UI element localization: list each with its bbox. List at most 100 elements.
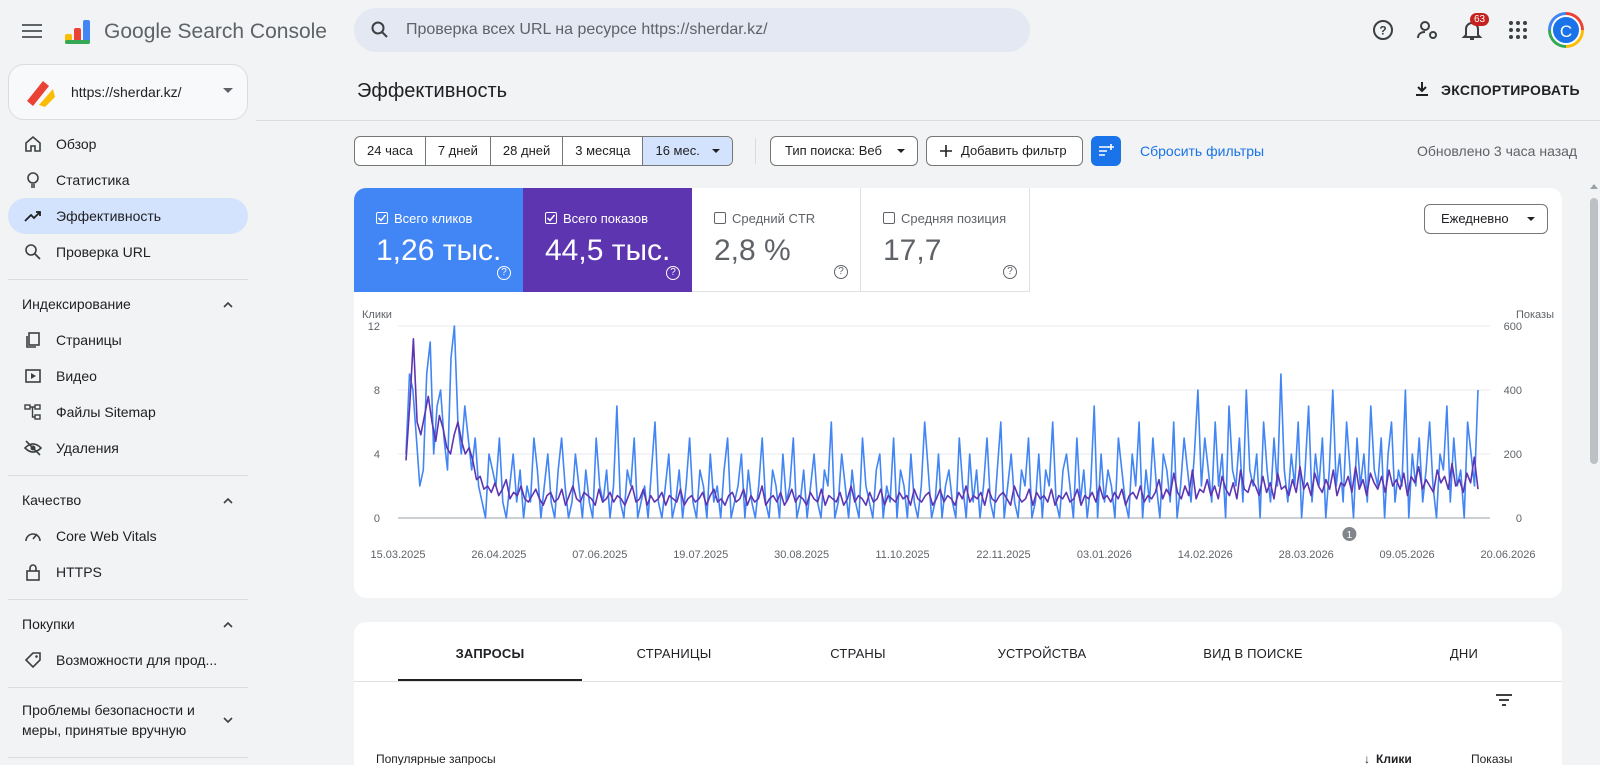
scroll-up-arrow-icon[interactable] xyxy=(1590,184,1598,189)
speed-icon xyxy=(25,533,41,542)
export-label: ЭКСПОРТИРОВАТЬ xyxy=(1441,82,1580,98)
section-indexing[interactable]: Индексирование xyxy=(22,296,248,312)
main-menu-button[interactable] xyxy=(20,20,44,44)
x-tick-label: 14.02.2026 xyxy=(1178,549,1233,561)
range-24h[interactable]: 24 часа xyxy=(355,137,426,165)
sidebar-item-removals[interactable]: Удаления xyxy=(8,430,248,466)
x-tick-label: 15.03.2025 xyxy=(370,549,425,561)
sidebar-item-label: Возможности для прод... xyxy=(56,652,218,668)
section-security[interactable]: Проблемы безопасности и меры, принятые в… xyxy=(22,698,248,738)
sidebar-item-overview[interactable]: Обзор xyxy=(8,126,248,162)
right-axis-label: Показы xyxy=(1516,309,1554,321)
sidebar-item-video[interactable]: Видео xyxy=(8,358,248,394)
checkbox-unchecked-icon[interactable] xyxy=(883,212,895,224)
sidebar-item-label: HTTPS xyxy=(56,564,102,580)
sidebar-item-performance[interactable]: Эффективность xyxy=(8,198,248,234)
checkbox-checked-icon[interactable] xyxy=(545,212,557,224)
sidebar-divider xyxy=(8,687,248,688)
brand-title[interactable]: Google Search Console xyxy=(104,20,327,43)
scrollbar-thumb[interactable] xyxy=(1590,198,1598,464)
filter-list-icon xyxy=(1099,144,1114,156)
user-settings-icon[interactable] xyxy=(1416,18,1440,42)
filter-separator xyxy=(755,138,756,164)
column-header-impressions[interactable]: Показы xyxy=(1471,752,1513,765)
download-icon xyxy=(1416,82,1428,96)
url-inspection-search[interactable] xyxy=(354,8,1030,52)
range-28d[interactable]: 28 дней xyxy=(491,137,564,165)
tag-icon xyxy=(24,652,41,669)
tab-devices[interactable]: УСТРОЙСТВА xyxy=(997,646,1087,661)
tab-search-appearance[interactable]: ВИД В ПОИСКЕ xyxy=(1203,646,1303,661)
sidebar-item-url-inspection[interactable]: Проверка URL xyxy=(8,234,248,270)
section-quality[interactable]: Качество xyxy=(22,492,248,508)
page-scrollbar[interactable] xyxy=(1588,184,1600,765)
column-header-clicks[interactable]: ↓ Клики xyxy=(1364,752,1412,765)
plus-icon xyxy=(940,145,952,157)
property-selector[interactable]: https://sherdar.kz/ xyxy=(8,64,248,120)
column-header-clicks-label: Клики xyxy=(1376,752,1412,765)
sidebar-item-core-web-vitals[interactable]: Core Web Vitals xyxy=(8,518,248,554)
section-shopping[interactable]: Покупки xyxy=(22,616,248,632)
tab-queries[interactable]: ЗАПРОСЫ xyxy=(455,646,525,661)
account-avatar[interactable]: C xyxy=(1548,12,1584,48)
help-icon[interactable]: ? xyxy=(1371,18,1395,42)
right-tick-label: 200 xyxy=(1504,449,1522,461)
metric-average-ctr[interactable]: Средний CTR 2,8 % ? xyxy=(692,188,861,292)
search-input[interactable] xyxy=(406,8,1006,52)
top-bar: Google Search Console ? 63 C xyxy=(0,0,1600,64)
metric-title: Всего кликов xyxy=(394,211,473,226)
x-tick-label: 22.11.2025 xyxy=(976,549,1030,561)
left-tick-label: 4 xyxy=(374,449,380,461)
apps-grid-icon[interactable] xyxy=(1506,18,1530,42)
range-3m[interactable]: 3 месяца xyxy=(563,137,644,165)
tab-countries[interactable]: СТРАНЫ xyxy=(830,646,886,661)
sidebar-item-sitemaps[interactable]: Файлы Sitemap xyxy=(8,394,248,430)
caret-down-icon xyxy=(897,149,905,153)
sidebar-divider xyxy=(8,279,248,280)
filter-settings-button[interactable] xyxy=(1091,136,1121,166)
sidebar-item-label: Страницы xyxy=(56,332,122,348)
tab-pages[interactable]: СТРАНИЦЫ xyxy=(636,646,712,661)
sidebar-item-merchant[interactable]: Возможности для прод... xyxy=(8,642,248,678)
sidebar-divider xyxy=(8,757,248,758)
metric-value: 2,8 % xyxy=(714,234,791,267)
left-tick-label: 8 xyxy=(374,385,380,397)
metric-total-clicks[interactable]: Всего кликов 1,26 тыс. ? xyxy=(354,188,523,292)
column-header-queries[interactable]: Популярные запросы xyxy=(376,752,496,765)
section-title: Индексирование xyxy=(22,296,131,312)
performance-line-chart[interactable]: Клики Показы 12 600 8 400 4 200 0 0 15.03.2025 26.0… xyxy=(354,292,1562,598)
filter-rows-icon[interactable] xyxy=(1494,690,1514,710)
add-filter-button[interactable]: Добавить фильтр xyxy=(926,136,1083,166)
reset-filters-link[interactable]: Сбросить фильтры xyxy=(1140,143,1265,159)
series-line-clicks xyxy=(405,325,1479,519)
x-tick-label: 19.07.2025 xyxy=(673,549,728,561)
metric-average-position[interactable]: Средняя позиция 17,7 ? xyxy=(861,188,1030,292)
section-title-line1: Проблемы безопасности и xyxy=(22,702,195,718)
sidebar-item-label: Эффективность xyxy=(56,208,162,224)
tab-divider xyxy=(354,681,1562,682)
chevron-down-icon xyxy=(223,717,233,724)
sidebar-item-pages[interactable]: Страницы xyxy=(8,322,248,358)
svg-text:?: ? xyxy=(1379,24,1386,38)
checkbox-unchecked-icon[interactable] xyxy=(714,212,726,224)
sidebar-item-https[interactable]: HTTPS xyxy=(8,554,248,590)
sidebar-item-stats[interactable]: Статистика xyxy=(8,162,248,198)
metric-total-impressions[interactable]: Всего показов 44,5 тыс. ? xyxy=(523,188,692,292)
lock-icon xyxy=(26,564,40,581)
range-7d[interactable]: 7 дней xyxy=(426,137,491,165)
help-icon[interactable]: ? xyxy=(497,266,511,280)
metric-title: Всего показов xyxy=(563,211,648,226)
metric-title: Средний CTR xyxy=(732,211,816,226)
help-icon[interactable]: ? xyxy=(1003,265,1017,279)
help-icon[interactable]: ? xyxy=(666,266,680,280)
sidebar-item-label: Видео xyxy=(56,368,97,384)
range-16m[interactable]: 16 мес. xyxy=(643,137,732,165)
search-type-filter[interactable]: Тип поиска: Веб xyxy=(770,136,918,166)
search-console-logo-icon xyxy=(65,20,90,44)
metric-value: 1,26 тыс. xyxy=(376,234,502,267)
granularity-select[interactable]: Ежедневно xyxy=(1424,204,1548,234)
tab-dates[interactable]: ДНИ xyxy=(1449,646,1479,661)
help-icon[interactable]: ? xyxy=(834,265,848,279)
search-type-label: Тип поиска: Веб xyxy=(785,143,882,158)
checkbox-checked-icon[interactable] xyxy=(376,212,388,224)
